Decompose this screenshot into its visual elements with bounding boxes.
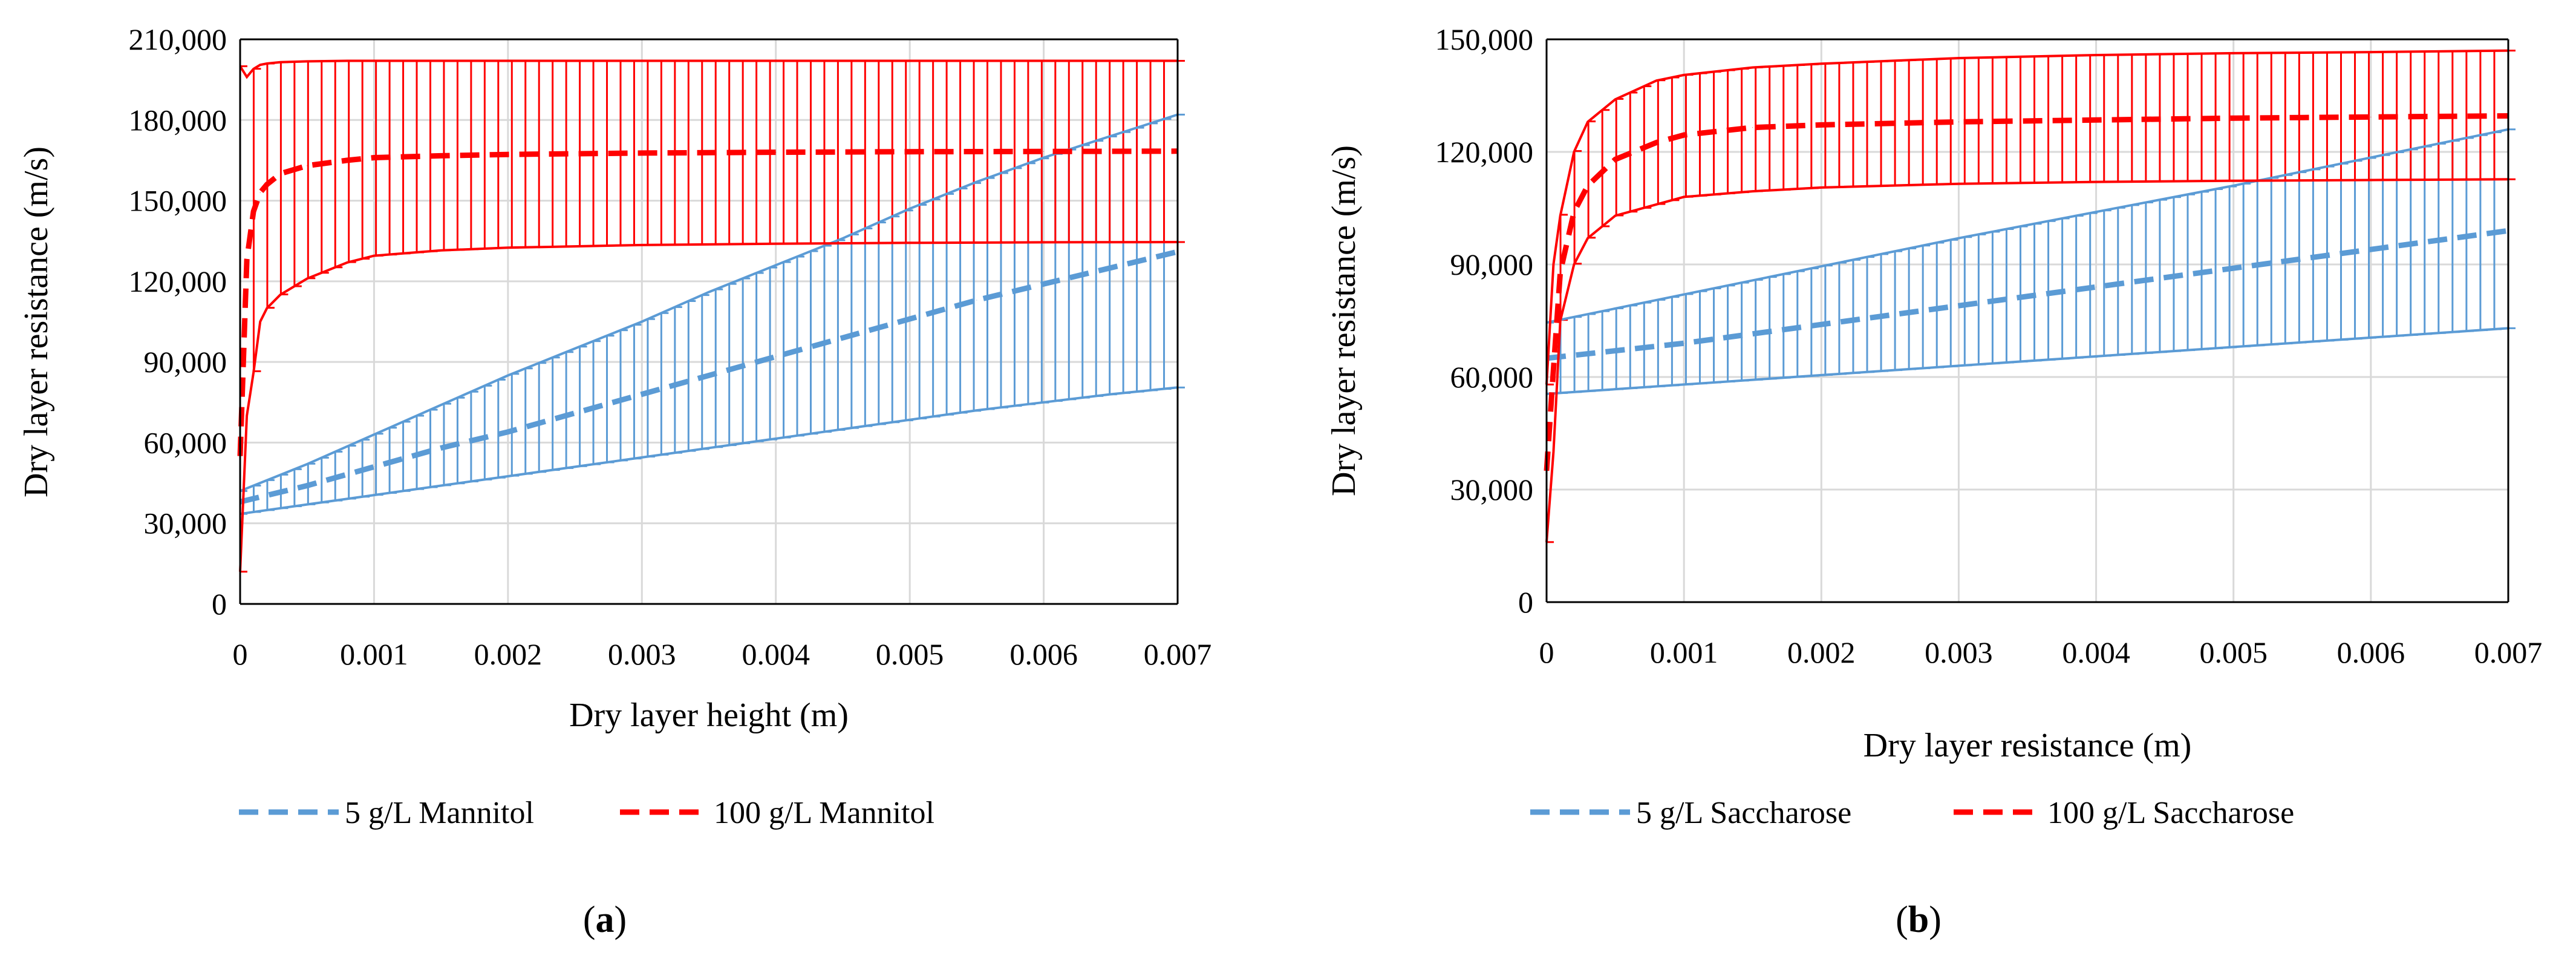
x-tick-label-a-1: 0.001 <box>340 637 408 671</box>
x-tick-label-a-2: 0.002 <box>474 637 543 671</box>
data-point-b-s1-12 <box>2233 117 2234 119</box>
x-tick-labels-b: 0 0.001 0.002 0.003 0.004 0.005 0.006 0.007 <box>1539 635 2543 669</box>
panel-label-a: (a) <box>583 899 627 940</box>
chart-panel-b: 0 30,000 60,000 90,000 120,000 150,000 0 0.001… <box>1325 22 2542 940</box>
data-point-a-s0-13 <box>1110 267 1111 269</box>
plot-area-a <box>240 39 1178 604</box>
y-tick-label-a-3: 90,000 <box>144 345 227 379</box>
series-lines-a <box>237 59 1179 572</box>
lower-envelope-a-s1 <box>239 241 1178 572</box>
panel-label-b: (b) <box>1896 899 1942 940</box>
axes-a <box>239 38 1179 605</box>
x-tick-label-b-6: 0.006 <box>2337 635 2405 669</box>
data-point-a-s1-2 <box>253 211 254 212</box>
x-tick-label-a-5: 0.005 <box>876 637 944 671</box>
legend-a: 5 g/L Mannitol 100 g/L Mannitol <box>239 796 934 830</box>
y-tick-label-a-6: 180,000 <box>129 103 227 137</box>
data-point-b-s1-6 <box>1656 142 1657 143</box>
y-axis-title-a: Dry layer resistance (m/s) <box>18 146 55 497</box>
data-point-b-s0-5 <box>2233 267 2234 269</box>
lower-envelope-a-s0 <box>240 386 1178 516</box>
x-tick-label-b-3: 0.003 <box>1925 635 1993 669</box>
y-tick-labels-a: 0 30,000 60,000 90,000 120,000 150,000 180,000… <box>129 22 227 621</box>
x-tick-label-b-5: 0.005 <box>2199 635 2268 669</box>
data-point-b-s1-8 <box>1752 127 1753 128</box>
lower-envelope-b-s1 <box>1545 178 2509 542</box>
series-line-a-s1 <box>237 148 1178 456</box>
x-tick-labels-a: 0 0.001 0.002 0.003 0.004 0.005 0.006 0.007 <box>233 637 1212 671</box>
upper-envelope-a-s1 <box>239 59 1178 79</box>
data-point-b-s1-5 <box>1615 159 1616 160</box>
upper-envelope-a-s0 <box>240 113 1178 493</box>
legend-label-100-saccharose: 100 g/L Saccharose <box>2047 796 2294 830</box>
data-point-a-s1-14 <box>1043 151 1045 152</box>
data-point-a-s0-4 <box>507 431 509 433</box>
y-tick-label-a-2: 60,000 <box>144 425 227 459</box>
x-tick-label-a-7: 0.007 <box>1144 637 1212 671</box>
data-point-b-s1-1 <box>1553 369 1554 370</box>
chart-panel-a: 0 30,000 60,000 90,000 120,000 150,000 180,000… <box>18 22 1211 940</box>
x-tick-label-a-0: 0 <box>233 637 248 671</box>
panel-letter-b: b <box>1908 899 1929 940</box>
x-tick-label-a-6: 0.006 <box>1009 637 1078 671</box>
x-tick-label-a-4: 0.004 <box>742 637 810 671</box>
y-tick-label-b-0: 0 <box>1518 585 1533 619</box>
upper-envelope-b-s0 <box>1546 128 2509 324</box>
x-axis-title-a: Dry layer height (m) <box>569 697 849 734</box>
axes-b <box>1545 38 2509 603</box>
y-tick-label-b-3: 90,000 <box>1450 248 1534 281</box>
y-tick-label-a-4: 120,000 <box>129 264 227 298</box>
data-point-b-s0-6 <box>2370 249 2372 250</box>
x-axis-title-b: Dry layer resistance (m) <box>1864 727 2192 764</box>
x-tick-label-b-4: 0.004 <box>2062 635 2130 669</box>
data-point-b-s0-2 <box>1821 324 1822 325</box>
legend-b: 5 g/L Saccharose 100 g/L Saccharose <box>1530 796 2294 830</box>
data-point-a-s1-10 <box>507 154 509 155</box>
y-tick-label-a-0: 0 <box>212 587 227 621</box>
y-tick-label-a-7: 210,000 <box>129 22 227 56</box>
y-axis-title-b: Dry layer resistance (m/s) <box>1325 145 1363 496</box>
series-lines-b <box>1544 49 2509 542</box>
plot-area-b <box>1547 39 2508 602</box>
y-tick-label-b-1: 30,000 <box>1450 473 1534 507</box>
legend-label-5-saccharose: 5 g/L Saccharose <box>1636 796 1851 830</box>
x-tick-label-b-7: 0.007 <box>2474 635 2543 669</box>
y-tick-label-a-5: 150,000 <box>129 184 227 218</box>
y-tick-label-b-5: 150,000 <box>1435 22 1534 56</box>
y-tick-label-a-1: 30,000 <box>144 507 227 540</box>
y-tick-label-b-2: 60,000 <box>1450 360 1534 394</box>
data-point-a-s1-3 <box>259 192 261 193</box>
x-tick-label-b-2: 0.002 <box>1787 635 1856 669</box>
data-point-a-s0-8 <box>775 356 777 357</box>
x-tick-label-b-1: 0.001 <box>1650 635 1718 669</box>
upper-envelope-b-s1 <box>1545 49 2509 385</box>
legend-label-100-mannitol: 100 g/L Mannitol <box>714 796 934 830</box>
x-tick-label-a-3: 0.003 <box>608 637 676 671</box>
legend-label-5-mannitol: 5 g/L Mannitol <box>345 796 534 830</box>
y-tick-label-b-4: 120,000 <box>1435 135 1534 169</box>
series-line-b-s0 <box>1546 228 2509 361</box>
x-tick-label-b-0: 0 <box>1539 635 1554 669</box>
panel-letter-a: a <box>596 899 615 940</box>
lower-envelope-b-s0 <box>1546 327 2509 395</box>
y-tick-labels-b: 0 30,000 60,000 90,000 120,000 150,000 <box>1435 22 1534 619</box>
